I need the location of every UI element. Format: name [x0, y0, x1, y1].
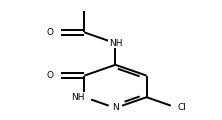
Text: O: O — [46, 71, 53, 80]
Text: O: O — [46, 28, 53, 37]
Text: Cl: Cl — [178, 103, 186, 113]
Text: NH: NH — [71, 93, 84, 102]
Text: N: N — [112, 103, 119, 113]
Text: NH: NH — [109, 39, 122, 48]
